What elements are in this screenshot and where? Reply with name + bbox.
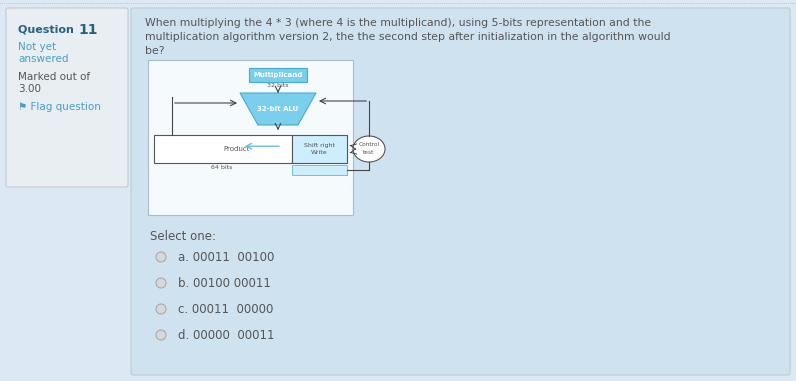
Text: 64 bits: 64 bits (211, 165, 232, 170)
Text: Shift right: Shift right (304, 142, 335, 147)
Ellipse shape (353, 136, 385, 162)
FancyBboxPatch shape (249, 68, 307, 82)
Text: 32 bits: 32 bits (267, 83, 289, 88)
Text: Marked out of: Marked out of (18, 72, 90, 82)
Text: be?: be? (145, 46, 165, 56)
Text: 11: 11 (78, 23, 97, 37)
Text: 32-bit ALU: 32-bit ALU (257, 106, 298, 112)
Text: c. 00011  00000: c. 00011 00000 (178, 303, 273, 316)
FancyBboxPatch shape (131, 8, 790, 375)
FancyBboxPatch shape (292, 135, 347, 163)
Text: multiplication algorithm version 2, the the second step after initialization in : multiplication algorithm version 2, the … (145, 32, 670, 42)
Ellipse shape (156, 330, 166, 340)
FancyBboxPatch shape (6, 8, 128, 187)
Text: Multiplicand: Multiplicand (253, 72, 302, 78)
Text: d. 00000  00011: d. 00000 00011 (178, 329, 275, 342)
Text: ⚑ Flag question: ⚑ Flag question (18, 102, 101, 112)
Polygon shape (240, 93, 316, 125)
Ellipse shape (156, 278, 166, 288)
Ellipse shape (156, 304, 166, 314)
Text: answered: answered (18, 54, 68, 64)
FancyBboxPatch shape (154, 135, 292, 163)
FancyBboxPatch shape (292, 165, 347, 175)
Text: Question: Question (18, 24, 78, 34)
Text: a. 00011  00100: a. 00011 00100 (178, 251, 275, 264)
Ellipse shape (156, 252, 166, 262)
Text: 3.00: 3.00 (18, 84, 41, 94)
FancyBboxPatch shape (148, 60, 353, 215)
Text: Control: Control (358, 142, 380, 147)
Text: Select one:: Select one: (150, 230, 216, 243)
Text: Write: Write (311, 150, 328, 155)
Text: Product: Product (224, 146, 250, 152)
Text: Not yet: Not yet (18, 42, 57, 52)
Text: When multiplying the 4 * 3 (where 4 is the multiplicand), using 5-bits represent: When multiplying the 4 * 3 (where 4 is t… (145, 18, 651, 28)
Text: b. 00100 00011: b. 00100 00011 (178, 277, 271, 290)
Text: test: test (363, 150, 375, 155)
